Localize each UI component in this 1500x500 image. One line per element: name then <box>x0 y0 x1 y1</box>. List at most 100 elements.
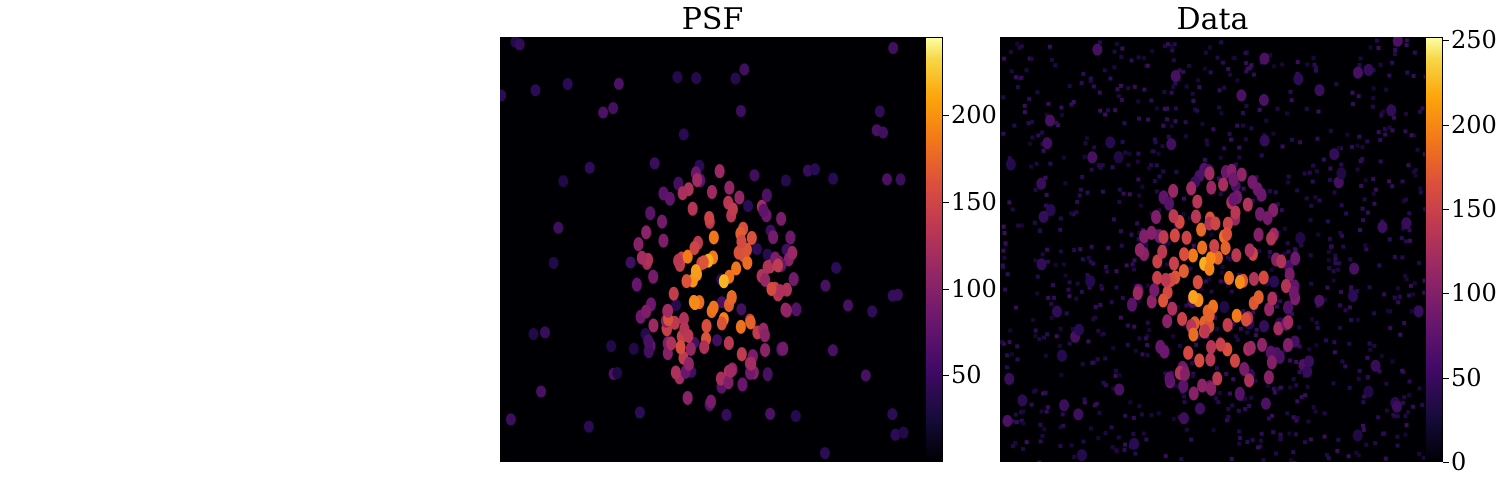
data-noise-pixel <box>1138 203 1143 208</box>
psf-speckle <box>666 336 677 351</box>
data-noise-pixel <box>1088 78 1093 83</box>
data-noise-pixel <box>1219 270 1224 275</box>
data-noise-pixel <box>1145 342 1150 347</box>
data-colorbar-tick-label: 100 <box>1451 279 1497 308</box>
data-noise-pixel <box>1136 177 1141 182</box>
psf-colorbar-tick <box>943 288 949 290</box>
data-noise-pixel <box>1271 64 1276 69</box>
data-noise-pixel <box>1337 303 1342 308</box>
data-noise-pixel <box>1326 258 1331 263</box>
data-noise-pixel <box>1021 409 1026 414</box>
data-noise-pixel <box>1163 371 1168 376</box>
data-noise-pixel <box>1191 371 1196 376</box>
data-noise-pixel <box>1026 121 1031 126</box>
data-colorbar-tick <box>1443 462 1449 463</box>
data-noise-pixel <box>1061 155 1066 160</box>
data-noise-pixel <box>1137 336 1142 341</box>
psf-faint-speckle <box>749 169 760 182</box>
data-noise-pixel <box>1171 334 1176 339</box>
psf-faint-speckle <box>540 326 551 339</box>
psf-speckle <box>718 274 729 289</box>
psf-speckle <box>664 191 675 206</box>
psf-speckle <box>663 303 674 318</box>
data-noise-pixel <box>1294 359 1299 364</box>
data-noise-pixel <box>1092 145 1097 150</box>
psf-faint-speckle <box>843 299 854 312</box>
data-noise-pixel <box>1251 72 1256 77</box>
data-noise-pixel <box>1360 206 1365 211</box>
data-noise-pixel <box>1082 400 1087 405</box>
data-speckle <box>1222 216 1233 231</box>
data-noise-pixel <box>1207 45 1212 50</box>
data-noise-pixel <box>1145 352 1150 357</box>
data-noise-pixel <box>1045 405 1050 410</box>
data-noise-pixel <box>1409 309 1414 314</box>
data-noise-pixel <box>1082 397 1087 402</box>
data-noise-pixel <box>1009 352 1014 357</box>
data-noise-pixel <box>1243 51 1248 56</box>
data-noise-pixel <box>1013 412 1018 417</box>
data-noise-pixel <box>1154 163 1159 168</box>
data-noise-pixel <box>1361 400 1366 405</box>
data-noise-pixel <box>1271 131 1276 136</box>
data-noise-pixel <box>1322 434 1327 439</box>
data-noise-pixel <box>1227 256 1232 261</box>
data-speckle <box>1263 370 1274 385</box>
psf-speckle <box>746 356 757 371</box>
data-noise-pixel <box>1166 299 1171 304</box>
psf-faint-speckle <box>882 173 893 186</box>
data-noise-pixel <box>1100 286 1105 291</box>
data-noise-pixel <box>1129 58 1134 63</box>
psf-speckle <box>787 245 798 260</box>
data-noise-pixel <box>1199 286 1204 291</box>
data-speckle <box>1152 270 1163 285</box>
data-noise-pixel <box>1142 56 1147 61</box>
data-speckle <box>1231 248 1242 263</box>
data-noise-pixel <box>1228 72 1233 77</box>
data-noise-pixel <box>1384 87 1389 92</box>
data-noise-pixel <box>1350 144 1355 149</box>
data-noise-pixel <box>1229 289 1234 294</box>
data-noise-pixel <box>1278 385 1283 390</box>
data-faint-speckle <box>1314 84 1325 97</box>
data-noise-pixel <box>1173 119 1178 124</box>
data-noise-pixel <box>1261 458 1266 462</box>
data-noise-pixel <box>1331 269 1336 274</box>
data-noise-pixel <box>1189 437 1194 442</box>
data-speckle <box>1181 230 1192 245</box>
data-noise-pixel <box>1012 123 1017 128</box>
data-noise-pixel <box>1117 199 1122 204</box>
data-noise-pixel <box>1403 129 1408 134</box>
psf-speckle <box>758 203 769 218</box>
data-speckle <box>1179 247 1190 262</box>
data-speckle <box>1234 275 1245 290</box>
psf-colorbar-tick-label: 150 <box>951 187 997 216</box>
data-noise-pixel <box>1418 109 1423 114</box>
data-noise-pixel <box>1314 169 1319 174</box>
data-noise-pixel <box>1340 359 1345 364</box>
data-noise-pixel <box>1313 195 1318 200</box>
psf-speckle <box>761 188 772 203</box>
data-noise-pixel <box>1288 385 1293 390</box>
data-noise-pixel <box>1013 305 1018 310</box>
data-noise-pixel <box>1035 274 1040 279</box>
data-speckle <box>1266 355 1277 370</box>
data-noise-pixel <box>1096 436 1101 441</box>
data-noise-pixel <box>1019 418 1024 423</box>
data-noise-pixel <box>1407 379 1412 384</box>
data-speckle <box>1288 285 1299 300</box>
psf-speckle <box>681 274 692 289</box>
data-noise-pixel <box>1009 69 1014 74</box>
data-noise-pixel <box>1350 102 1355 107</box>
psf-speckle <box>704 210 715 225</box>
data-speckle <box>1230 205 1241 220</box>
psf-speckle <box>746 230 757 245</box>
psf-speckle <box>724 180 735 195</box>
data-noise-pixel <box>1379 354 1384 359</box>
data-noise-pixel <box>1034 161 1039 166</box>
data-noise-pixel <box>1316 232 1321 237</box>
data-noise-pixel <box>1043 175 1048 180</box>
data-noise-pixel <box>1127 192 1132 197</box>
data-noise-pixel <box>1147 328 1152 333</box>
data-speckle <box>1242 197 1253 212</box>
